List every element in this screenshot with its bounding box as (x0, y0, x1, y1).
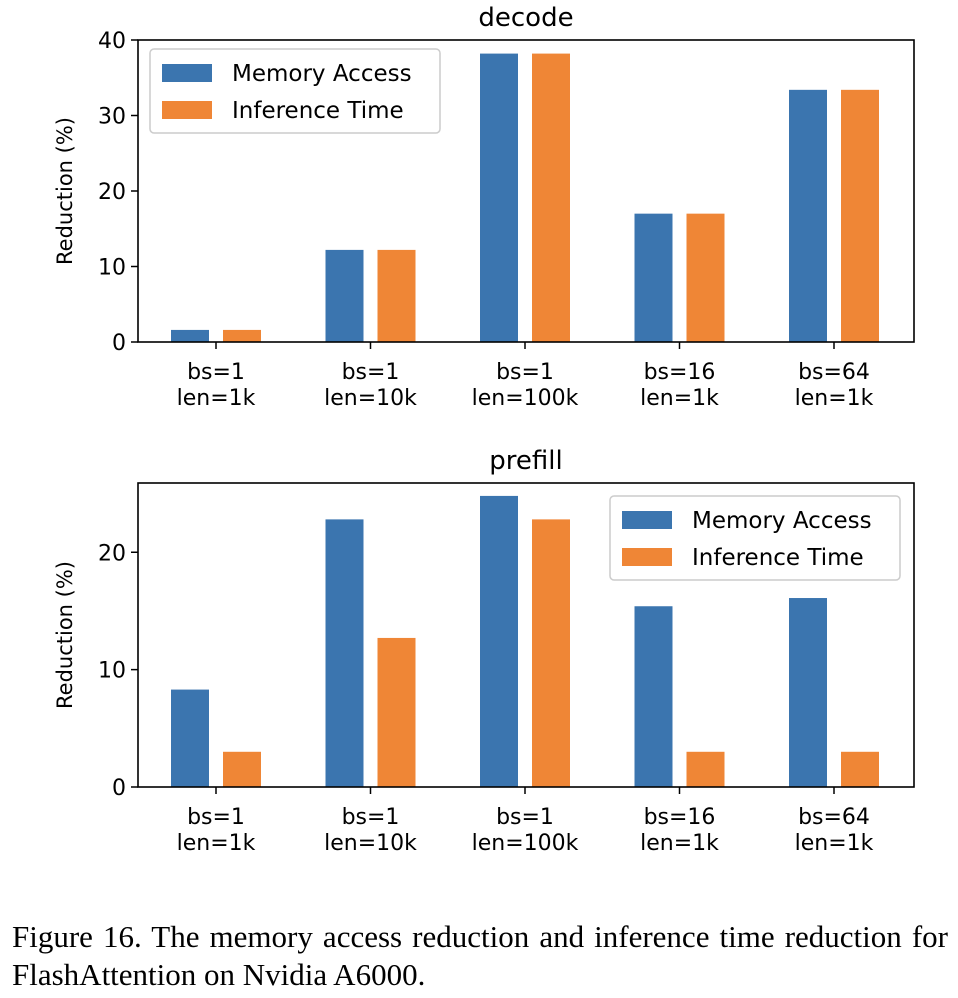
bar-memory-access (480, 53, 518, 343)
legend-label-inference-time: Inference Time (232, 98, 404, 124)
x-tick-label-line: len=1k (177, 386, 256, 411)
x-tick-label-line: bs=16 (644, 360, 716, 385)
x-tick-label-line: bs=1 (187, 360, 245, 385)
legend-swatch-inference-time (622, 548, 672, 566)
y-tick-label: 40 (98, 29, 126, 54)
y-tick-label: 0 (112, 776, 126, 801)
y-axis-label: Reduction (%) (53, 117, 77, 265)
bar-inference-time (377, 637, 416, 787)
chart-title: decode (478, 3, 573, 33)
x-tick-label: bs=1 len=1k (177, 805, 256, 856)
bar-inference-time (532, 53, 570, 343)
x-tick-label-line: bs=1 (342, 360, 400, 385)
y-axis-label: Reduction (%) (53, 561, 77, 709)
bar-inference-time (532, 519, 570, 787)
bar-memory-access (480, 495, 518, 787)
bar-memory-access (634, 213, 673, 342)
bar-inference-time (686, 213, 725, 342)
x-tick-label-line: len=100k (472, 831, 579, 856)
figure-caption: Figure 16. The memory access reduction a… (12, 919, 948, 992)
x-tick-label: bs=16 len=1k (640, 360, 719, 411)
legend: Memory Access Inference Time (149, 48, 441, 134)
x-tick-label-line: bs=1 (496, 360, 554, 385)
x-tick-label: bs=64 len=1k (795, 360, 874, 411)
bar-memory-access (634, 606, 673, 787)
bar-memory-access (789, 598, 827, 787)
legend-swatch-memory-access (622, 511, 672, 529)
x-tick-label: bs=64 len=1k (795, 805, 874, 856)
bar-inference-time (377, 249, 416, 342)
x-tick-label-line: bs=64 (798, 805, 870, 830)
legend-label-memory-access: Memory Access (232, 61, 412, 87)
x-tick-label-line: bs=64 (798, 360, 870, 385)
x-tick-label-line: len=100k (472, 386, 579, 411)
bar-inference-time (223, 329, 261, 342)
bar-memory-access (171, 689, 209, 787)
bar-inference-time (841, 89, 879, 342)
y-tick-label: 0 (112, 331, 126, 356)
x-tick-label-line: len=1k (177, 831, 256, 856)
bar-memory-access (325, 249, 364, 342)
x-tick-label: bs=1 len=10k (324, 360, 417, 411)
x-tick-label: bs=1 len=100k (472, 360, 579, 411)
bar-inference-time (223, 751, 261, 787)
y-tick-label: 20 (98, 180, 126, 205)
x-tick-label: bs=1 len=1k (177, 360, 256, 411)
y-tick-label: 10 (98, 659, 126, 684)
legend-box (609, 495, 901, 581)
x-tick-label-line: len=10k (324, 831, 417, 856)
legend: Memory Access Inference Time (609, 495, 901, 581)
legend-label-memory-access: Memory Access (692, 508, 872, 534)
x-tick-label-line: bs=1 (496, 805, 554, 830)
bar-inference-time (841, 751, 879, 787)
chart-title: prefill (489, 446, 562, 476)
bar-inference-time (686, 751, 725, 787)
x-tick-label-line: len=10k (324, 386, 417, 411)
legend-label-inference-time: Inference Time (692, 545, 864, 571)
legend-swatch-memory-access (162, 64, 212, 82)
y-tick-label: 10 (98, 256, 126, 281)
x-tick-label-line: len=1k (795, 386, 874, 411)
y-tick-label: 20 (98, 541, 126, 566)
legend-swatch-inference-time (162, 101, 212, 119)
x-tick-label: bs=16 len=1k (640, 805, 719, 856)
x-tick-label-line: bs=16 (644, 805, 716, 830)
x-tick-label-line: len=1k (640, 386, 719, 411)
x-tick-label-line: len=1k (795, 831, 874, 856)
x-tick-label: bs=1 len=100k (472, 805, 579, 856)
bar-memory-access (325, 519, 364, 787)
x-tick-label-line: len=1k (640, 831, 719, 856)
x-tick-label: bs=1 len=10k (324, 805, 417, 856)
bar-memory-access (171, 329, 209, 342)
bar-memory-access (789, 89, 827, 342)
plot-frame (137, 482, 915, 788)
x-tick-label-line: bs=1 (187, 805, 245, 830)
y-tick-label: 30 (98, 105, 126, 130)
legend-box (149, 48, 441, 134)
x-tick-label-line: bs=1 (342, 805, 400, 830)
